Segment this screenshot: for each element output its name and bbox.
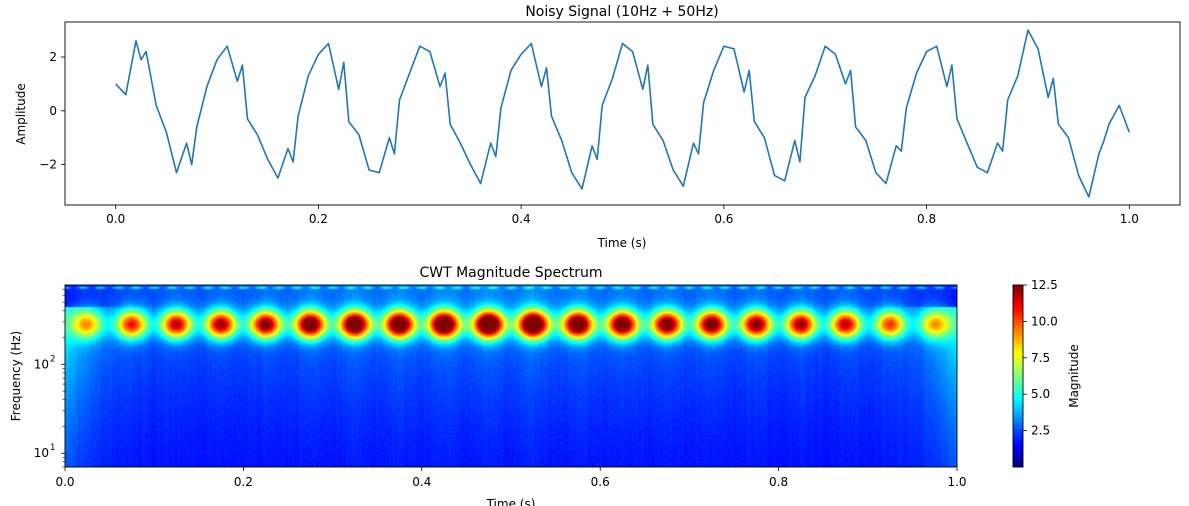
colorbar-tick-label: 12.5	[1031, 278, 1058, 292]
signal-x-axis-label: Time (s)	[597, 236, 647, 250]
colorbar-label: Magnitude	[1067, 344, 1081, 408]
signal-x-ticks: 0.0 0.2 0.4 0.6 0.8 1.0	[106, 205, 1139, 226]
cwt-x-ticks: 0.0 0.2 0.4 0.6 0.8 1.0	[55, 467, 967, 489]
signal-line	[115, 29, 1131, 198]
signal-y-axis-label: Amplitude	[14, 83, 28, 145]
cwt-x-axis-label: Time (s)	[486, 497, 536, 506]
cwt-heatmap-canvas	[65, 285, 957, 467]
cwt-y-tick-exponent: 2	[50, 354, 55, 364]
signal-x-tick-label: 0.8	[917, 212, 936, 226]
signal-x-tick-label: 0.2	[309, 212, 328, 226]
cwt-y-axis-label: Frequency (Hz)	[9, 331, 23, 422]
cwt-heatmap	[65, 285, 957, 467]
signal-plot: Noisy Signal (10Hz + 50Hz) 0.0 0.2 0.4 0.6 0…	[14, 4, 1181, 250]
colorbar-gradient	[1013, 285, 1023, 467]
cwt-plot-frame	[64, 284, 958, 468]
signal-series	[115, 29, 1131, 198]
colorbar-tick-label: 7.5	[1031, 351, 1050, 365]
colorbar: 2.5 5.0 7.5 10.0 12.5 Magnitude	[1012, 278, 1081, 468]
colorbar-ticks: 2.5 5.0 7.5 10.0 12.5	[1023, 278, 1058, 438]
colorbar-frame	[1012, 284, 1024, 468]
signal-x-tick-label: 0.4	[512, 212, 531, 226]
signal-y-tick-label: 2	[49, 50, 57, 64]
signal-y-ticks: −2 0 2	[39, 50, 65, 172]
signal-x-tick-label: 0.0	[106, 212, 125, 226]
cwt-x-tick-label: 0.2	[234, 475, 253, 489]
signal-y-tick-label: 0	[49, 104, 57, 118]
cwt-plot-title: CWT Magnitude Spectrum	[419, 265, 602, 281]
cwt-y-tick-label: 10	[34, 446, 49, 460]
cwt-x-tick-label: 1.0	[947, 475, 966, 489]
colorbar-canvas	[1013, 285, 1023, 467]
cwt-x-tick-label: 0.4	[412, 475, 431, 489]
cwt-plot: CWT Magnitude Spectrum 0.0 0.2 0.4 0.6 0.8 1.…	[9, 265, 967, 506]
cwt-y-tick-label: 10	[34, 357, 49, 371]
cwt-y-tick-exponent: 1	[50, 443, 55, 453]
cwt-x-tick-label: 0.6	[591, 475, 610, 489]
cwt-x-tick-label: 0.0	[55, 475, 74, 489]
signal-x-tick-label: 1.0	[1120, 212, 1139, 226]
signal-plot-title: Noisy Signal (10Hz + 50Hz)	[525, 4, 718, 20]
colorbar-tick-label: 2.5	[1031, 424, 1050, 438]
colorbar-tick-label: 5.0	[1031, 387, 1050, 401]
cwt-x-tick-label: 0.8	[769, 475, 788, 489]
signal-y-tick-label: −2	[39, 158, 57, 172]
signal-plot-frame	[64, 21, 1181, 206]
colorbar-tick-label: 10.0	[1031, 314, 1058, 328]
signal-x-tick-label: 0.6	[714, 212, 733, 226]
